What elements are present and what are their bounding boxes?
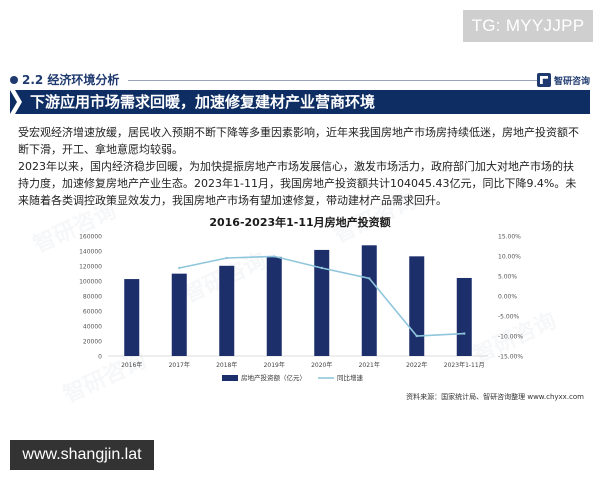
- y-right-tick-label: 10.00%: [498, 254, 521, 261]
- y-right-tick-label: -10.00%: [498, 334, 523, 341]
- x-tick-label: 2023年1-11月: [444, 361, 485, 369]
- y-left-tick-label: 120000: [79, 264, 102, 271]
- x-tick-label: 2017年: [169, 361, 190, 369]
- y-right-tick-label: -15.00%: [498, 354, 523, 361]
- y-left-tick-label: 160000: [79, 234, 102, 241]
- bar: [314, 249, 330, 356]
- brand-logo-text: 智研咨询: [553, 76, 590, 87]
- site-badge: www.shangjin.lat: [10, 440, 154, 470]
- banner-arrow-icon: [10, 90, 22, 114]
- y-left-tick-label: 20000: [83, 339, 102, 346]
- tg-badge: TG: MYYJJPP: [463, 10, 593, 42]
- legend-swatch-bar: [222, 375, 238, 381]
- x-tick-label: 2019年: [264, 361, 285, 369]
- bar: [361, 245, 377, 356]
- chart-title: 2016-2023年1-11月房地产投资额: [209, 216, 391, 229]
- section-title: 2.2 经济环境分析: [22, 73, 120, 87]
- legend-label-bar: 房地产投资额（亿元）: [241, 373, 306, 382]
- section-bullet-icon: [10, 76, 18, 84]
- y-right-tick-label: 15.00%: [498, 234, 521, 241]
- section-divider: [128, 80, 538, 81]
- x-tick-label: 2022年: [406, 361, 427, 369]
- bar: [409, 256, 425, 356]
- headline-text: 下游应用市场需求回暖，加速修复建材产业营商环境: [30, 93, 376, 111]
- bar: [124, 279, 140, 356]
- section-header: 2.2 经济环境分析 智研咨询: [10, 70, 590, 92]
- growth-rate-point: [368, 277, 371, 280]
- x-tick-label: 2021年: [359, 361, 380, 369]
- y-left-tick-label: 140000: [79, 249, 102, 256]
- y-left-tick-label: 40000: [83, 324, 102, 331]
- brand-logo-icon: [536, 73, 551, 87]
- bar: [171, 273, 187, 356]
- growth-rate-point: [225, 256, 228, 260]
- legend-label-line: 同比增速: [337, 373, 364, 382]
- headline-banner: 下游应用市场需求回暖，加速修复建材产业营商环境: [10, 90, 590, 114]
- x-tick-label: 2016年: [121, 361, 142, 369]
- y-right-tick-label: 5.00%: [498, 274, 517, 281]
- y-left-tick-label: 60000: [83, 309, 102, 316]
- growth-rate-point: [178, 266, 181, 270]
- growth-rate-point: [273, 255, 276, 258]
- x-tick-label: 2018年: [216, 361, 237, 369]
- paragraph: 2023年以来，国内经济稳步回暖，为加快提振房地产市场发展信心，激发市场活力，政…: [18, 160, 577, 207]
- y-right-tick-label: 0.00%: [498, 294, 517, 301]
- bar: [456, 277, 472, 356]
- growth-rate-point: [415, 334, 418, 338]
- source-note: 资料来源：国家统计局、智研咨询整理 www.chyxx.com: [406, 393, 584, 401]
- paragraph: 受宏观经济增速放缓，居民收入预期不断下降等多重因素影响，近年来我国房地产市场房持…: [18, 126, 579, 156]
- investment-chart: 0 20000 40000 60000 80000 100000 120000 140000 1…: [79, 234, 523, 383]
- bar: [266, 256, 282, 356]
- y-left-tick-label: 80000: [83, 294, 102, 301]
- y-right-tick-label: -5.00%: [498, 314, 520, 321]
- y-left-tick-label: 100000: [79, 279, 102, 286]
- x-tick-label: 2020年: [311, 361, 332, 369]
- growth-rate-point: [320, 266, 323, 270]
- growth-rate-point: [463, 332, 466, 335]
- brand-logo: 智研咨询: [536, 72, 590, 88]
- bar: [219, 265, 235, 356]
- y-left-tick-label: 0: [98, 354, 102, 361]
